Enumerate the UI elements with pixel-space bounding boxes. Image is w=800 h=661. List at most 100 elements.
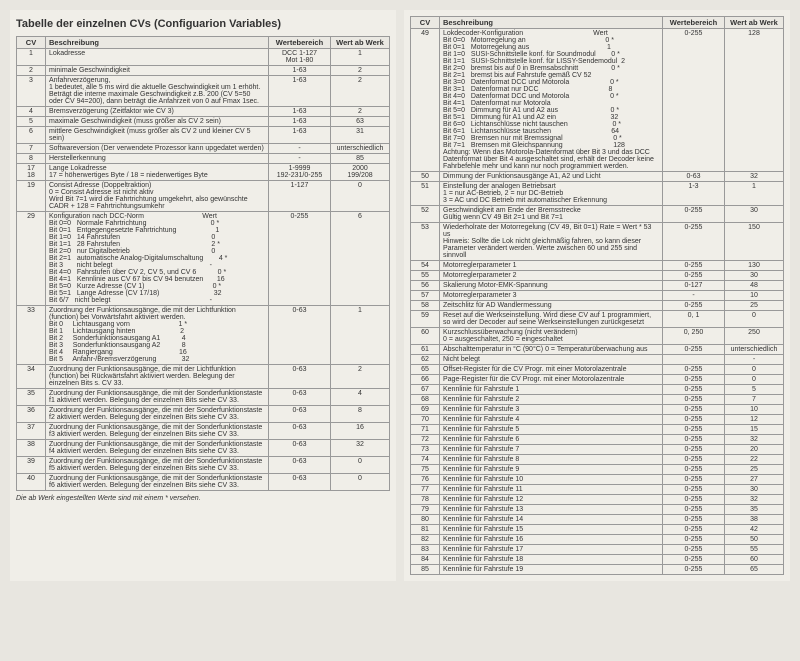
cv-table-right: CV Beschreibung Wertebereich Wert ab Wer…	[410, 16, 784, 575]
cell: 30	[725, 271, 784, 281]
cell: 20	[725, 445, 784, 455]
cell: -	[269, 154, 331, 164]
cell: 3	[17, 76, 46, 107]
cell: 38	[725, 515, 784, 525]
cell: 83	[411, 545, 440, 555]
cell: 0-63	[269, 440, 331, 457]
table-row: 72Kennlinie für Fahrstufe 60-25532	[411, 435, 784, 445]
table-row: 56Skalierung Motor-EMK-Spannung0-12748	[411, 281, 784, 291]
cell: 67	[411, 385, 440, 395]
cell: 29	[17, 212, 46, 306]
cell: 35	[725, 505, 784, 515]
cell: 53	[411, 223, 440, 261]
th-cv: CV	[17, 37, 46, 49]
cell: 0-255	[663, 206, 725, 223]
cell: 61	[411, 345, 440, 355]
cell: 4	[17, 107, 46, 117]
table-row: 58Zeitschlitz für AD Wandlermessung0-255…	[411, 301, 784, 311]
cell: 65	[411, 365, 440, 375]
cell: 130	[725, 261, 784, 271]
cell: Kennlinie für Fahrstufe 5	[440, 425, 663, 435]
table-row: 6mittlere Geschwindigkeit (muss größer a…	[17, 127, 390, 144]
cell: 0-63	[663, 172, 725, 182]
cell: 250	[725, 328, 784, 345]
cell: Anfahrverzögerung, 1 bedeutet, alle 5 ms…	[46, 76, 269, 107]
table-row: 39Zuordnung der Funktionsausgänge, die m…	[17, 457, 390, 474]
cell: Bremsverzögerung (Zeitfaktor wie CV 3)	[46, 107, 269, 117]
cell: 0-255	[663, 485, 725, 495]
cell: 62	[411, 355, 440, 365]
table-row: 53Wiederholrate der Motorregelung (CV 49…	[411, 223, 784, 261]
cell: 0	[725, 365, 784, 375]
cell: Zuordnung der Funktionsausgänge, die mit…	[46, 365, 269, 389]
cell: Kennlinie für Fahrstufe 10	[440, 475, 663, 485]
cell: Lokadresse	[46, 49, 269, 66]
cell: Kennlinie für Fahrstufe 6	[440, 435, 663, 445]
page-title: Tabelle der einzelnen CVs (Configuarion …	[16, 18, 390, 30]
table-row: 19Consist Adresse (Doppeltraktion) 0 = C…	[17, 181, 390, 212]
cell: Zuordnung der Funktionsausgänge, die mit…	[46, 406, 269, 423]
cell: Lange Lokadresse 17 = höherwertiges Byte…	[46, 164, 269, 181]
cell: 0, 250	[663, 328, 725, 345]
cell: Kennlinie für Fahrstufe 14	[440, 515, 663, 525]
cell: 0-255	[663, 395, 725, 405]
cell: 0-255	[663, 535, 725, 545]
table-row: 59Reset auf die Werkseinstellung. Wird d…	[411, 311, 784, 328]
cell: mittlere Geschwindigkeit (muss größer al…	[46, 127, 269, 144]
cell: 32	[725, 495, 784, 505]
cell: Konfiguration nach DCC-Norm Wert Bit 0=0…	[46, 212, 269, 306]
th-range: Wertebereich	[269, 37, 331, 49]
cell: 30	[725, 206, 784, 223]
cell: Kennlinie für Fahrstufe 19	[440, 565, 663, 575]
table-row: 51Einstellung der analogen Betriebsart 1…	[411, 182, 784, 206]
cell: 80	[411, 515, 440, 525]
cell: 0-255	[663, 525, 725, 535]
cell: 77	[411, 485, 440, 495]
cell: 69	[411, 405, 440, 415]
cell: 22	[725, 455, 784, 465]
cell: 85	[411, 565, 440, 575]
cell: 0-255	[663, 415, 725, 425]
cell: 32	[331, 440, 390, 457]
cell: maximale Geschwindigkeit (muss größer al…	[46, 117, 269, 127]
cell: 2	[331, 365, 390, 389]
table-row: 71Kennlinie für Fahrstufe 50-25515	[411, 425, 784, 435]
cell: 12	[725, 415, 784, 425]
table-row: 75Kennlinie für Fahrstufe 90-25525	[411, 465, 784, 475]
table-row: 54Motorreglerparameter 10-255130	[411, 261, 784, 271]
cell: 32	[725, 435, 784, 445]
table-row: 80Kennlinie für Fahrstufe 140-25538	[411, 515, 784, 525]
cell: Kurzschlussüberwachung (nicht verändern)…	[440, 328, 663, 345]
cell: 0-63	[269, 457, 331, 474]
table-row: 65Offset-Register für die CV Progr. mit …	[411, 365, 784, 375]
table-row: 66Page-Register für die CV Progr. mit ei…	[411, 375, 784, 385]
cell: Kennlinie für Fahrstufe 17	[440, 545, 663, 555]
cell: 10	[725, 291, 784, 301]
cell: 2	[331, 76, 390, 107]
cell: 0-63	[269, 474, 331, 491]
cell: Kennlinie für Fahrstufe 2	[440, 395, 663, 405]
cell: Motorreglerparameter 3	[440, 291, 663, 301]
cell: Reset auf die Werkseinstellung. Wird die…	[440, 311, 663, 328]
table-row: 81Kennlinie für Fahrstufe 150-25542	[411, 525, 784, 535]
cell: 66	[411, 375, 440, 385]
cell: Kennlinie für Fahrstufe 16	[440, 535, 663, 545]
table-row: 79Kennlinie für Fahrstufe 130-25535	[411, 505, 784, 515]
cell: 0-255	[663, 271, 725, 281]
cell: 70	[411, 415, 440, 425]
table-row: 3Anfahrverzögerung, 1 bedeutet, alle 5 m…	[17, 76, 390, 107]
cell: 1	[725, 182, 784, 206]
left-column: Tabelle der einzelnen CVs (Configuarion …	[10, 10, 396, 581]
cell: unterschiedlich	[725, 345, 784, 355]
cell: 4	[331, 389, 390, 406]
cell: 0	[331, 457, 390, 474]
cell: 7	[17, 144, 46, 154]
cell: 50	[725, 535, 784, 545]
cell: 81	[411, 525, 440, 535]
cell: 6	[17, 127, 46, 144]
cell: DCC 1-127 Mot 1-80	[269, 49, 331, 66]
table-row: 67Kennlinie für Fahrstufe 10-2555	[411, 385, 784, 395]
cell: 32	[725, 172, 784, 182]
cell: Kennlinie für Fahrstufe 13	[440, 505, 663, 515]
cell: 0-255	[663, 261, 725, 271]
